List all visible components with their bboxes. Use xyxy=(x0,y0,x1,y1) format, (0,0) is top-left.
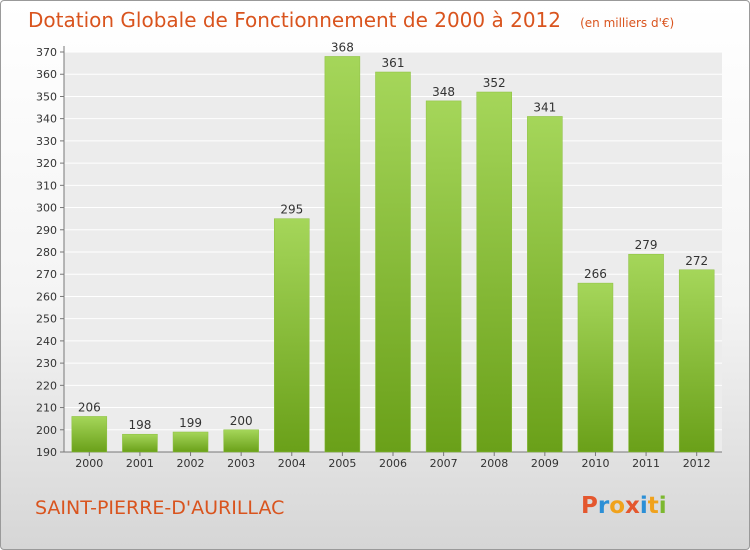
logo-letter: r xyxy=(597,493,610,519)
bar-2001 xyxy=(122,433,158,453)
bar-2002 xyxy=(172,431,209,453)
bar-value-label-2010: 266 xyxy=(584,267,607,281)
y-tick-label-340: 340 xyxy=(36,113,57,126)
bar-2004 xyxy=(274,218,310,453)
bar-value-label-2007: 348 xyxy=(432,85,455,99)
x-tick-label-2008: 2008 xyxy=(480,457,508,470)
y-tick-label-270: 270 xyxy=(36,268,57,281)
bar-value-label-2002: 199 xyxy=(179,416,202,430)
bar-value-label-2011: 279 xyxy=(635,238,658,252)
logo-letter: o xyxy=(609,493,626,519)
town-name: SAINT-PIERRE-D'AURILLAC xyxy=(35,497,285,519)
chart-unit: (en milliers d'€) xyxy=(580,16,675,30)
bar-2009 xyxy=(527,116,563,453)
logo-letter: i xyxy=(639,493,648,519)
y-tick-label-230: 230 xyxy=(36,357,57,370)
bar-value-label-2001: 198 xyxy=(128,418,151,432)
y-tick-label-200: 200 xyxy=(36,424,57,437)
bar-value-label-2004: 295 xyxy=(280,203,303,217)
x-tick-label-2012: 2012 xyxy=(683,457,711,470)
bar-2008 xyxy=(476,91,512,453)
x-tick-label-2007: 2007 xyxy=(430,457,458,470)
bar-2011 xyxy=(628,253,664,453)
logo-letter: P xyxy=(581,493,598,519)
y-tick-label-220: 220 xyxy=(36,379,57,392)
bar-2005 xyxy=(324,56,361,453)
x-tick-label-2006: 2006 xyxy=(379,457,407,470)
x-tick-label-2011: 2011 xyxy=(632,457,660,470)
y-tick-label-240: 240 xyxy=(36,335,57,348)
x-tick-label-2009: 2009 xyxy=(531,457,559,470)
y-tick-label-320: 320 xyxy=(36,157,57,170)
x-tick-label-2003: 2003 xyxy=(227,457,255,470)
chart-title: Dotation Globale de Fonctionnement de 20… xyxy=(28,8,561,32)
y-tick-label-350: 350 xyxy=(36,90,57,103)
y-tick-label-370: 370 xyxy=(36,46,57,59)
bar-2010 xyxy=(577,282,614,453)
bar-value-label-2009: 341 xyxy=(533,100,556,114)
x-tick-label-2001: 2001 xyxy=(126,457,154,470)
title-row: Dotation Globale de Fonctionnement de 20… xyxy=(28,8,674,32)
y-tick-label-310: 310 xyxy=(36,179,57,192)
y-tick-label-360: 360 xyxy=(36,68,57,81)
x-tick-label-2004: 2004 xyxy=(278,457,306,470)
bar-value-label-2012: 272 xyxy=(685,254,708,268)
x-tick-label-2010: 2010 xyxy=(581,457,609,470)
bar-2000 xyxy=(71,416,108,453)
logo-letter: i xyxy=(658,493,667,519)
y-tick-label-330: 330 xyxy=(36,135,57,148)
proxiti-logo: Proxiti xyxy=(581,493,667,519)
bar-value-label-2006: 361 xyxy=(382,56,405,70)
x-tick-label-2000: 2000 xyxy=(75,457,103,470)
bar-value-label-2000: 206 xyxy=(78,400,101,414)
x-tick-label-2005: 2005 xyxy=(328,457,356,470)
bar-value-label-2008: 352 xyxy=(483,76,506,90)
bar-2006 xyxy=(375,71,411,453)
bar-2012 xyxy=(678,269,715,453)
logo-letter: t xyxy=(647,493,659,519)
bar-value-label-2003: 200 xyxy=(230,414,253,428)
y-tick-label-280: 280 xyxy=(36,246,57,259)
y-tick-label-190: 190 xyxy=(36,446,57,459)
logo-letter: x xyxy=(625,493,640,519)
bar-2003 xyxy=(223,429,259,453)
x-tick-label-2002: 2002 xyxy=(177,457,205,470)
y-tick-label-210: 210 xyxy=(36,402,57,415)
y-tick-label-300: 300 xyxy=(36,202,57,215)
bar-value-label-2005: 368 xyxy=(331,40,354,54)
y-tick-label-250: 250 xyxy=(36,313,57,326)
bar-2007 xyxy=(425,100,462,453)
y-tick-label-260: 260 xyxy=(36,290,57,303)
y-tick-label-290: 290 xyxy=(36,224,57,237)
